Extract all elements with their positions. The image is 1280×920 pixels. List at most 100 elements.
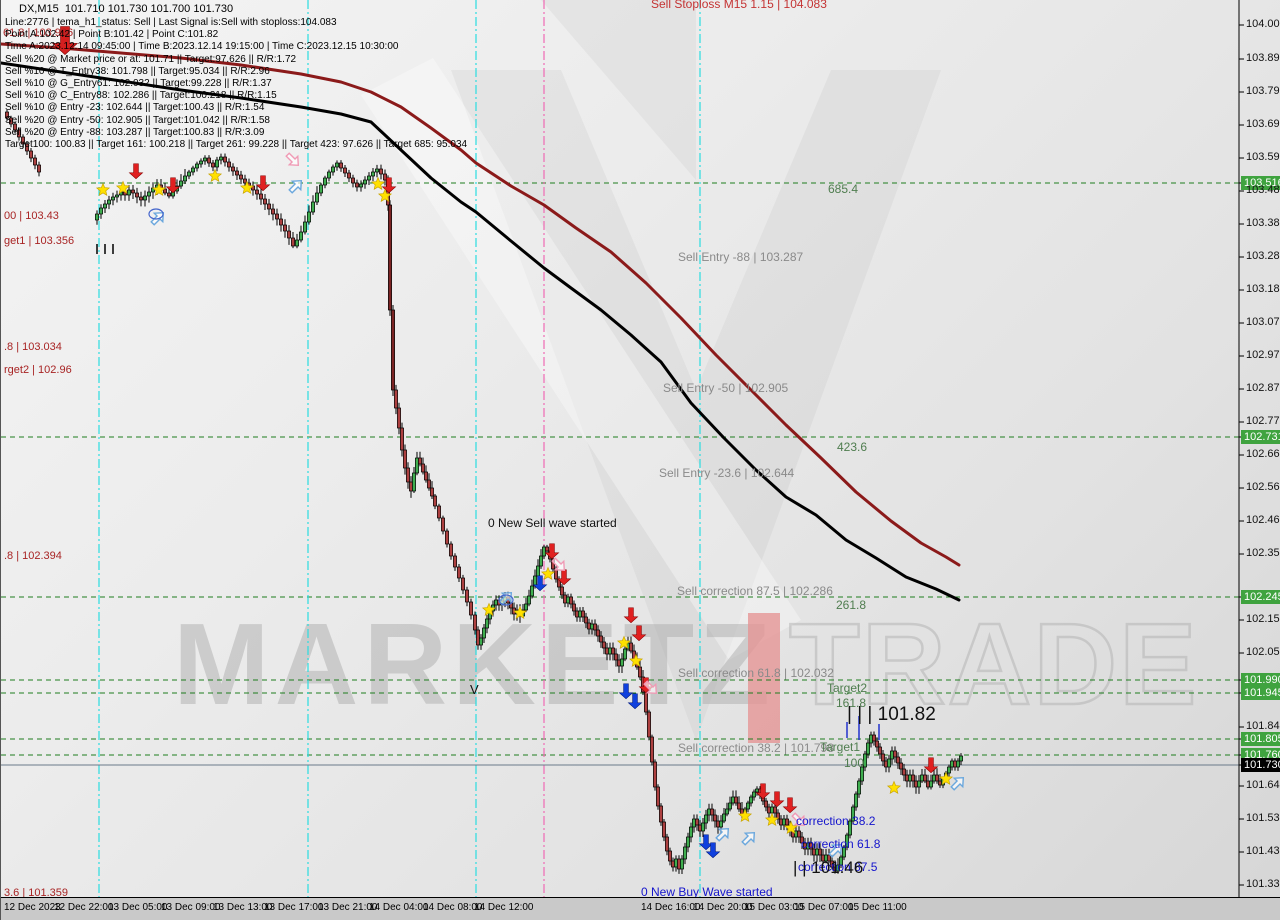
candle-body	[347, 172, 351, 179]
price-axis-label: 101.330	[1246, 878, 1280, 890]
candle-body	[680, 858, 684, 870]
buy-arrow-icon	[532, 575, 548, 592]
price-axis-label: 103.690	[1246, 118, 1280, 130]
candle-body	[371, 171, 375, 177]
candle-body	[851, 806, 855, 822]
buy-arrow-icon	[698, 834, 714, 851]
candle-body	[662, 821, 666, 838]
candle-body	[355, 182, 359, 188]
hollow-arrow-icon	[715, 827, 730, 842]
hollow-arrow-icon	[741, 831, 756, 846]
candle-body	[17, 129, 21, 138]
candle-body	[656, 786, 660, 807]
time-axis[interactable]: 12 Dec 2023 12 Dec 22:00 13 Dec 05:00 13 De…	[1, 897, 1280, 920]
time-axis-label: 13 Dec 09:00	[161, 902, 221, 913]
candle-body	[115, 194, 119, 198]
hollow-arrow-icon	[288, 179, 303, 194]
candle-body	[135, 192, 139, 198]
price-axis-label: 103.280	[1246, 250, 1280, 262]
candle-body	[418, 457, 422, 465]
candle-body	[33, 157, 37, 166]
candle-body	[482, 627, 486, 639]
star-icon	[370, 176, 386, 191]
candle-body	[383, 173, 387, 181]
hollow-arrow-icon	[643, 680, 658, 695]
info-line: Sell %10 @ C_Entry88: 102.286 || Target:…	[5, 90, 277, 102]
candle-body	[37, 164, 41, 173]
price-axis-label: 102.560	[1246, 481, 1280, 493]
candle-body	[860, 766, 864, 782]
moving-average-red	[1, 42, 961, 567]
candle-body	[668, 850, 672, 862]
hollow-arrow-icon	[950, 776, 965, 791]
candle-body	[785, 818, 789, 826]
candle-body	[722, 813, 726, 822]
candle-body	[476, 629, 480, 646]
price-axis-label: 101.845	[1246, 720, 1280, 732]
candle-body	[299, 231, 303, 241]
sell-level-label: Sell Entry -88 | 103.287	[678, 250, 804, 264]
price-axis-label: 102.870	[1246, 382, 1280, 394]
candle-body	[842, 846, 846, 858]
candle-body	[797, 830, 801, 838]
candle-body	[469, 601, 473, 616]
time-axis-label: 14 Dec 20:00	[693, 902, 753, 913]
candle-body	[737, 802, 741, 810]
candle-body	[596, 629, 600, 637]
candle-body	[584, 616, 588, 624]
candle-body	[359, 183, 363, 188]
time-axis-label: 13 Dec 05:00	[108, 902, 168, 913]
candle-body	[183, 175, 187, 182]
star-icon	[886, 780, 902, 795]
candle-body	[893, 750, 897, 758]
candle-body	[449, 543, 453, 557]
price-axis-label: 102.150	[1246, 613, 1280, 625]
candle-body	[307, 211, 311, 223]
hollow-arrow-icon	[828, 843, 843, 858]
candle-body	[255, 189, 259, 195]
candle-body	[231, 166, 235, 172]
watermark-red-bar	[748, 613, 780, 743]
candle-body	[485, 618, 489, 629]
logo-v-shape	[541, 0, 696, 180]
buy-correction-label: correction 87.5	[798, 860, 878, 874]
hollow-arrow-icon	[285, 152, 300, 167]
candle-body	[479, 637, 483, 646]
sell-level-label: Sell Entry -23.6 | 102.644	[659, 466, 795, 480]
info-line: Line:2776 | tema_h1_status: Sell | Last …	[5, 17, 337, 28]
candle-body	[199, 160, 203, 165]
candle-body	[863, 753, 867, 768]
star-icon	[481, 602, 497, 617]
candle-body	[653, 761, 657, 788]
candle-body	[29, 150, 33, 159]
sell-level-label: Sell Entry -50 | 102.905	[663, 381, 789, 395]
left-fib-label: .8 | 102.394	[4, 550, 62, 562]
star-icon	[628, 653, 644, 668]
candle-body	[911, 774, 915, 782]
info-line: Sell %10 @ Entry -23: 102.644 || Target:…	[5, 102, 265, 114]
candle-body	[465, 589, 469, 603]
price-level-badge: 101.945	[1241, 686, 1280, 700]
price-axis-label: 101.535	[1246, 812, 1280, 824]
candle-body	[830, 860, 834, 868]
candle-body	[923, 774, 927, 782]
sell-level-label: Sell correction 61.8 | 102.032	[678, 666, 834, 680]
candle-body	[935, 774, 939, 782]
star-icon	[115, 180, 131, 195]
candle-body	[243, 178, 247, 184]
price-axis[interactable]: 104.000 103.895 103.795 103.690 103.590 103.5…	[1, 0, 1280, 897]
candle-body	[623, 648, 627, 660]
price-axis-label: 103.385	[1246, 217, 1280, 229]
candle-body	[219, 156, 223, 161]
candle-body	[659, 805, 663, 823]
price-axis-label: 102.975	[1246, 349, 1280, 361]
candle-body	[956, 760, 960, 768]
star-icon	[540, 566, 556, 581]
star-icon	[783, 820, 799, 835]
candle-body	[179, 180, 183, 187]
candle-body	[620, 658, 624, 667]
left-fib-label: 3.6 | 101.359	[4, 887, 69, 899]
candle-body	[542, 546, 546, 557]
left-fib-label: 00 | 103.43	[4, 210, 59, 222]
